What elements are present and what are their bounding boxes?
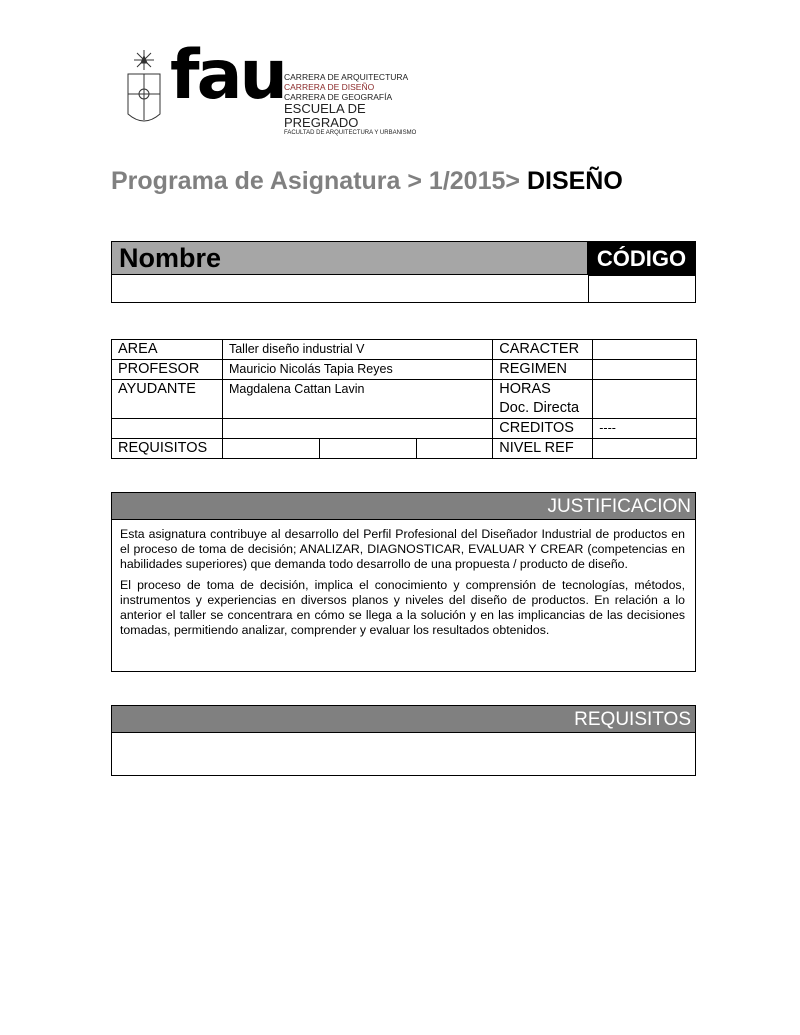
logo-line: ESCUELA DE PREGRADO — [284, 101, 366, 130]
nivel-ref-label: NIVEL REF — [492, 438, 594, 459]
profesor-value: Mauricio Nicolás Tapia Reyes — [221, 359, 494, 380]
area-label: AREA — [111, 339, 223, 360]
nivel-ref-value — [592, 438, 697, 459]
requisitos-label: REQUISITOS — [111, 438, 223, 459]
university-crest-icon — [127, 50, 161, 122]
logo-line: FACULTAD DE ARQUITECTURA Y URBANISMO — [284, 130, 417, 136]
creditos-label: CREDITOS — [492, 418, 594, 439]
area-value: Taller diseño industrial V — [221, 339, 494, 360]
fau-logo: fau CARRERA DE ARQUITECTURA CARRERA DE D… — [122, 36, 422, 136]
horas-label: HORAS Doc. Directa — [492, 379, 594, 419]
subject: DISEÑO — [526, 167, 623, 195]
regimen-label: REGIMEN — [492, 359, 594, 380]
ayudante-label: AYUDANTE — [111, 379, 223, 419]
justificacion-section: JUSTIFICACION Esta asignatura contribuye… — [111, 492, 696, 672]
caracter-value — [592, 339, 697, 360]
codigo-header: CÓDIGO — [588, 242, 695, 276]
logo-line: CARRERA DE GEOGRAFÍA — [284, 92, 393, 102]
requisitos-section: REQUISITOS — [111, 705, 696, 776]
logo-line: CARRERA DE DISEÑO — [284, 82, 375, 92]
horas-value — [592, 379, 697, 419]
paragraph: Esta asignatura contribuye al desarrollo… — [120, 527, 685, 571]
justificacion-header: JUSTIFICACION — [112, 493, 695, 520]
ayudante-value: Magdalena Cattan Lavin — [221, 379, 494, 419]
profesor-label: PROFESOR — [111, 359, 223, 380]
nombre-header: Nombre — [112, 242, 588, 275]
caracter-label: CARACTER — [492, 339, 594, 360]
requisitos-header: REQUISITOS — [112, 706, 695, 733]
creditos-value: ---- — [592, 418, 697, 439]
page-title: Programa de Asignatura > 1/2015> DISEÑO — [111, 167, 623, 195]
name-code-box: Nombre CÓDIGO — [111, 241, 696, 303]
paragraph: El proceso de toma de decisión, implica … — [120, 578, 685, 637]
logo-mark: fau — [170, 36, 288, 115]
regimen-value — [592, 359, 697, 380]
logo-line: CARRERA DE ARQUITECTURA — [284, 72, 409, 82]
course-info-table: AREA Taller diseño industrial V CARACTER P… — [111, 339, 697, 459]
